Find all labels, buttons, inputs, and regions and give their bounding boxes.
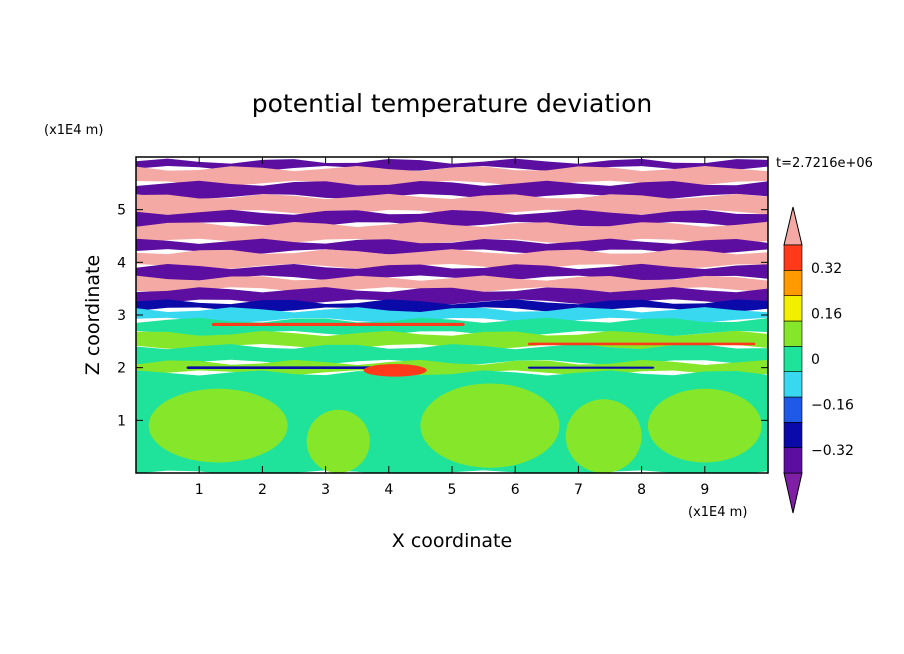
contour-band bbox=[136, 287, 768, 305]
contour-streak bbox=[527, 366, 655, 369]
y-tick-label: 3 bbox=[117, 308, 126, 324]
y-axis-label: Z coordinate bbox=[82, 255, 104, 375]
x-tick-label: 1 bbox=[195, 482, 204, 498]
contour-blob bbox=[148, 388, 288, 463]
chart-title: potential temperature deviation bbox=[252, 89, 652, 118]
contour-band bbox=[136, 307, 768, 323]
contour-band bbox=[136, 221, 768, 244]
x-tick-label: 6 bbox=[511, 482, 520, 498]
colorbar-segment bbox=[783, 244, 803, 271]
contour-band bbox=[136, 193, 768, 215]
contour-blob bbox=[420, 383, 560, 468]
contour-band bbox=[136, 249, 768, 270]
contour-band bbox=[136, 238, 768, 255]
x-tick-label: 8 bbox=[637, 482, 646, 498]
contour-band bbox=[136, 275, 768, 293]
contour-band bbox=[136, 165, 768, 186]
x-tick-label: 2 bbox=[258, 482, 267, 498]
contour-streak bbox=[527, 342, 756, 346]
colorbar-segment bbox=[783, 295, 803, 322]
colorbar-segment bbox=[783, 447, 803, 474]
contour-streak bbox=[186, 366, 389, 369]
x-tick-label: 4 bbox=[384, 482, 393, 498]
colorbar-segment bbox=[783, 422, 803, 448]
contour-band bbox=[136, 158, 768, 172]
colorbar-segment bbox=[783, 371, 803, 398]
y-unit-label: (x1E4 m) bbox=[44, 123, 103, 138]
contour-blob bbox=[306, 409, 370, 473]
contour-blob bbox=[363, 363, 427, 377]
colorbar-segment bbox=[783, 270, 803, 296]
contour-field bbox=[136, 158, 768, 473]
contour-blob bbox=[647, 388, 762, 463]
x-unit-label: (x1E4 m) bbox=[688, 505, 747, 520]
x-tick-label: 3 bbox=[321, 482, 330, 498]
contour-streak bbox=[211, 322, 465, 327]
x-axis: 1 2 3 4 5 6 7 8 9 bbox=[195, 157, 709, 498]
colorbar-tick-label: −0.32 bbox=[811, 443, 854, 459]
x-tick-label: 9 bbox=[700, 482, 709, 498]
y-tick-label: 5 bbox=[117, 203, 126, 219]
x-tick-label: 5 bbox=[448, 482, 457, 498]
time-label: t=2.7216e+06 bbox=[776, 156, 873, 171]
colorbar-extend-bottom bbox=[783, 472, 803, 514]
contour-band bbox=[136, 344, 768, 366]
y-tick-label: 2 bbox=[117, 361, 126, 377]
x-tick-label: 7 bbox=[574, 482, 583, 498]
colorbar-segment bbox=[783, 396, 803, 423]
colorbar: 0.32 0.16 0 −0.16 −0.32 bbox=[783, 206, 854, 514]
colorbar-tick-label: 0 bbox=[811, 352, 820, 368]
colorbar-tick-label: −0.16 bbox=[811, 398, 854, 414]
y-tick-label: 4 bbox=[117, 255, 126, 271]
y-tick-label: 1 bbox=[117, 413, 126, 429]
contour-blob bbox=[565, 399, 642, 473]
colorbar-segment bbox=[783, 320, 803, 347]
colorbar-tick-label: 0.32 bbox=[811, 261, 842, 277]
colorbar-tick-label: 0.16 bbox=[811, 306, 842, 322]
colorbar-extend-top bbox=[783, 206, 803, 246]
x-axis-label: X coordinate bbox=[392, 530, 512, 552]
y-axis: 1 2 3 4 5 bbox=[117, 203, 768, 429]
colorbar-segment bbox=[783, 346, 803, 372]
